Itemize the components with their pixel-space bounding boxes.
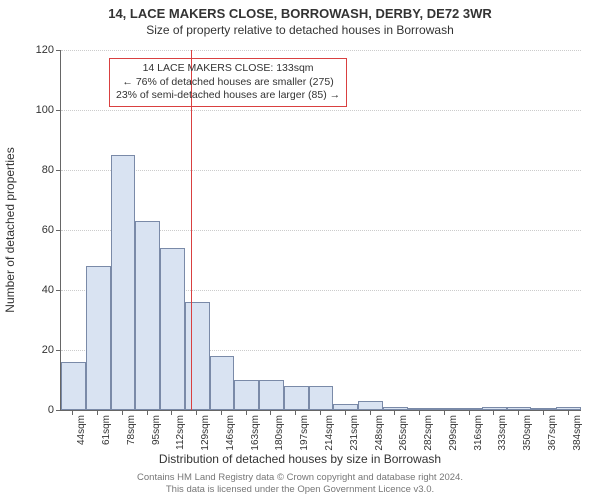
chart-area: 14 LACE MAKERS CLOSE: 133sqm← 76% of det… bbox=[60, 50, 580, 410]
ytick-mark bbox=[56, 410, 61, 411]
gridline bbox=[61, 110, 581, 111]
histogram-bar bbox=[61, 362, 86, 410]
histogram-bar bbox=[160, 248, 185, 410]
xtick-label: 265sqm bbox=[398, 415, 409, 451]
xtick-label: 61sqm bbox=[101, 415, 112, 445]
xtick-mark bbox=[122, 410, 123, 415]
xtick-label: 350sqm bbox=[522, 415, 533, 451]
xtick-label: 367sqm bbox=[547, 415, 558, 451]
xtick-mark bbox=[419, 410, 420, 415]
xtick-mark bbox=[320, 410, 321, 415]
xtick-mark bbox=[72, 410, 73, 415]
ytick-label: 80 bbox=[14, 164, 54, 176]
ytick-label: 120 bbox=[14, 44, 54, 56]
histogram-bar bbox=[531, 408, 556, 410]
plot-region: 14 LACE MAKERS CLOSE: 133sqm← 76% of det… bbox=[60, 50, 581, 411]
xtick-label: 95sqm bbox=[151, 415, 162, 445]
xtick-mark bbox=[270, 410, 271, 415]
xtick-label: 112sqm bbox=[175, 415, 186, 450]
histogram-bar bbox=[309, 386, 334, 410]
ytick-label: 0 bbox=[14, 404, 54, 416]
histogram-bar bbox=[432, 408, 457, 410]
xtick-label: 316sqm bbox=[473, 415, 484, 451]
annotation-line: ← 76% of detached houses are smaller (27… bbox=[116, 76, 340, 90]
xtick-label: 146sqm bbox=[225, 415, 236, 451]
footer-line-2: This data is licensed under the Open Gov… bbox=[166, 484, 434, 495]
ytick-mark bbox=[56, 170, 61, 171]
histogram-bar bbox=[333, 404, 358, 410]
xtick-mark bbox=[246, 410, 247, 415]
xtick-mark bbox=[444, 410, 445, 415]
xtick-label: 248sqm bbox=[374, 415, 385, 451]
xtick-mark bbox=[97, 410, 98, 415]
xtick-mark bbox=[295, 410, 296, 415]
xtick-label: 180sqm bbox=[274, 415, 285, 451]
gridline bbox=[61, 50, 581, 51]
xtick-mark bbox=[370, 410, 371, 415]
histogram-bar bbox=[457, 408, 482, 410]
histogram-bar bbox=[135, 221, 160, 410]
xtick-label: 384sqm bbox=[572, 415, 583, 451]
xtick-mark bbox=[345, 410, 346, 415]
histogram-bar bbox=[259, 380, 284, 410]
ytick-mark bbox=[56, 110, 61, 111]
xtick-label: 44sqm bbox=[76, 415, 87, 445]
histogram-bar bbox=[111, 155, 136, 410]
histogram-bar bbox=[284, 386, 309, 410]
ytick-mark bbox=[56, 290, 61, 291]
xtick-label: 78sqm bbox=[126, 415, 137, 445]
xtick-mark bbox=[171, 410, 172, 415]
xtick-mark bbox=[493, 410, 494, 415]
annotation-line: 14 LACE MAKERS CLOSE: 133sqm bbox=[116, 62, 340, 76]
ytick-mark bbox=[56, 350, 61, 351]
xtick-mark bbox=[196, 410, 197, 415]
footer-line-1: Contains HM Land Registry data © Crown c… bbox=[137, 472, 463, 483]
histogram-bar bbox=[556, 407, 581, 410]
xtick-mark bbox=[568, 410, 569, 415]
gridline bbox=[61, 170, 581, 171]
annotation-box: 14 LACE MAKERS CLOSE: 133sqm← 76% of det… bbox=[109, 58, 347, 107]
x-axis-label: Distribution of detached houses by size … bbox=[0, 452, 600, 466]
xtick-mark bbox=[469, 410, 470, 415]
histogram-bar bbox=[358, 401, 383, 410]
ytick-mark bbox=[56, 230, 61, 231]
xtick-label: 333sqm bbox=[497, 415, 508, 451]
ytick-label: 20 bbox=[14, 344, 54, 356]
chart-title: 14, LACE MAKERS CLOSE, BORROWASH, DERBY,… bbox=[0, 0, 600, 21]
histogram-bar bbox=[86, 266, 111, 410]
xtick-label: 197sqm bbox=[299, 415, 310, 451]
xtick-mark bbox=[147, 410, 148, 415]
ytick-label: 100 bbox=[14, 104, 54, 116]
xtick-label: 163sqm bbox=[250, 415, 261, 451]
histogram-bar bbox=[185, 302, 210, 410]
histogram-bar bbox=[234, 380, 259, 410]
xtick-mark bbox=[518, 410, 519, 415]
xtick-label: 282sqm bbox=[423, 415, 434, 451]
histogram-bar bbox=[210, 356, 235, 410]
xtick-mark bbox=[543, 410, 544, 415]
xtick-label: 214sqm bbox=[324, 415, 335, 451]
chart-subtitle: Size of property relative to detached ho… bbox=[0, 21, 600, 37]
footer-attribution: Contains HM Land Registry data © Crown c… bbox=[0, 472, 600, 496]
xtick-mark bbox=[394, 410, 395, 415]
xtick-mark bbox=[221, 410, 222, 415]
ytick-label: 40 bbox=[14, 284, 54, 296]
ytick-label: 60 bbox=[14, 224, 54, 236]
chart-container: 14, LACE MAKERS CLOSE, BORROWASH, DERBY,… bbox=[0, 0, 600, 500]
xtick-label: 231sqm bbox=[349, 415, 360, 451]
xtick-label: 129sqm bbox=[200, 415, 211, 451]
xtick-label: 299sqm bbox=[448, 415, 459, 451]
annotation-line: 23% of semi-detached houses are larger (… bbox=[116, 89, 340, 103]
ytick-mark bbox=[56, 50, 61, 51]
